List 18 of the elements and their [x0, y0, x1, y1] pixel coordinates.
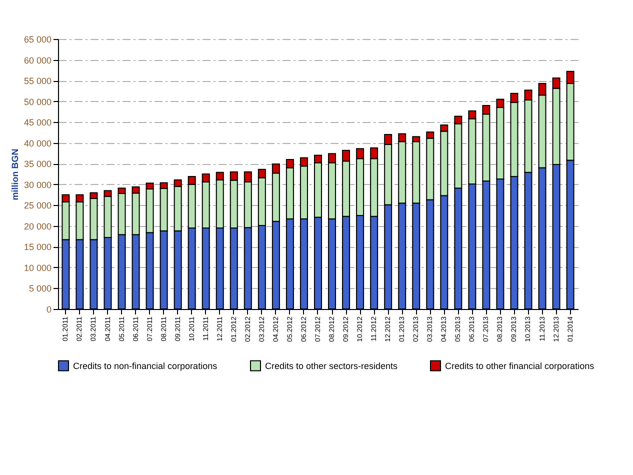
y-axis-title: million BGN	[10, 148, 20, 200]
y-tick-label: 10 000	[24, 262, 52, 273]
legend-label: Credits to non-financial corporations	[73, 360, 218, 371]
y-tick-label: 20 000	[24, 221, 52, 232]
y-tick-label: 30 000	[24, 180, 52, 190]
legend-label: Credits to other sectors-residents	[265, 360, 398, 371]
legend-label: Credits to other financial corporations	[445, 360, 595, 371]
y-tick-label: 60 000	[24, 55, 52, 66]
y-tick-label: 55 000	[24, 76, 52, 86]
y-tick-label: 45 000	[24, 118, 52, 128]
y-tick-label: 50 000	[24, 96, 52, 107]
y-tick-label: 15 000	[24, 242, 52, 252]
y-tick-label: 0	[46, 304, 52, 314]
y-tick-label: 5 000	[28, 284, 52, 294]
y-tick-label: 25 000	[24, 200, 52, 211]
y-tick-label: 65 000	[24, 34, 52, 44]
y-tick-label: 35 000	[24, 159, 52, 170]
y-tick-label: 40 000	[24, 138, 52, 148]
